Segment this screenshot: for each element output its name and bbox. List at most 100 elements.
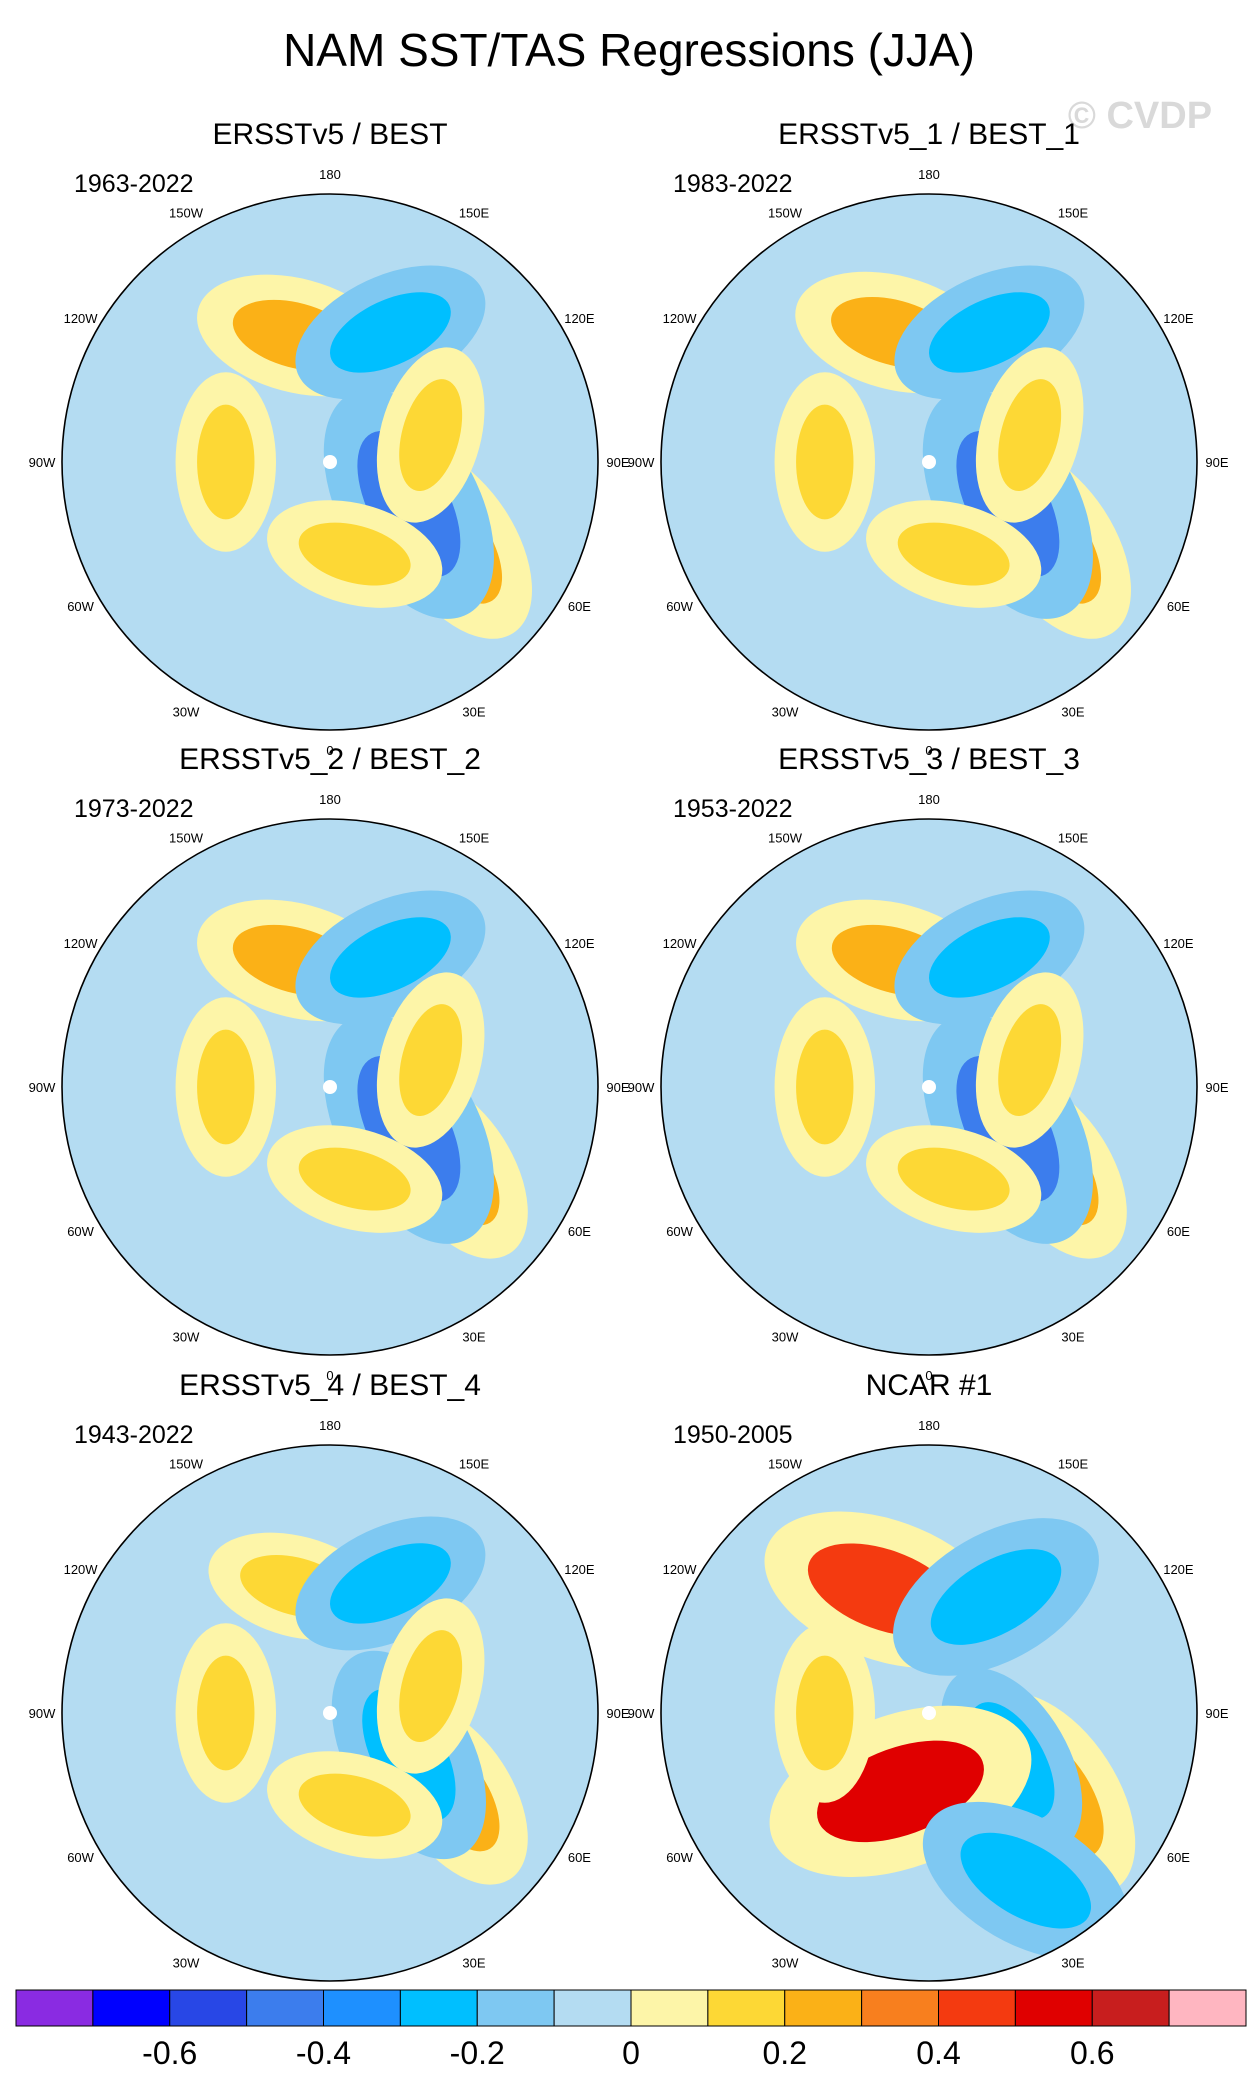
longitude-label: 120E: [564, 1562, 595, 1577]
panel-period: 1983-2022: [673, 170, 793, 198]
longitude-label: 0: [925, 743, 932, 758]
anomaly-core-north-america: [998, 1004, 1062, 1116]
longitude-label: 60E: [568, 1224, 591, 1239]
longitude-label: 90E: [606, 1706, 629, 1721]
anomaly-core-east-atlantic: [897, 522, 1010, 586]
longitude-label: 90E: [1205, 1706, 1228, 1721]
map-panel: 180 150E 120E 90E 60E 30E 0 30W 60W 90W 120W 150W ER…: [29, 743, 630, 1383]
colorbar-swatch: [861, 1989, 939, 2027]
colorbar-swatch: [15, 1989, 94, 2027]
longitude-label: 30W: [173, 704, 200, 719]
colorbar-swatch: [476, 1989, 555, 2027]
longitude-label: 150E: [459, 1457, 490, 1472]
longitude-label: 150E: [459, 831, 490, 846]
map-panel: 180 150E 120E 90E 60E 30E 0 30W 60W 90W 120W 150W NC…: [628, 1369, 1229, 2009]
anomaly-core-subtropical-atlantic: [960, 1832, 1092, 1929]
colorbar-swatch: [246, 1989, 324, 2027]
longitude-label: 150W: [768, 831, 803, 846]
longitude-label: 90E: [1205, 455, 1228, 470]
panel-period: 1953-2022: [673, 795, 793, 823]
longitude-label: 60W: [67, 1224, 94, 1239]
longitude-label: 90W: [29, 455, 56, 470]
pole-marker: [323, 1706, 337, 1720]
map-border: [61, 818, 599, 1356]
longitude-label: 150W: [169, 206, 204, 221]
anomaly-core-siberia: [796, 1655, 854, 1771]
anomaly-core-east-atlantic: [298, 1773, 411, 1837]
colorbar-swatch: [1091, 1989, 1170, 2027]
longitude-label: 30W: [772, 704, 799, 719]
anomaly-core-east-atlantic: [897, 1147, 1010, 1211]
anomaly-core-siberia: [796, 1029, 854, 1145]
pole-marker: [323, 455, 337, 469]
longitude-label: 60W: [666, 1850, 693, 1865]
map-border: [660, 193, 1198, 731]
longitude-label: 60E: [568, 1850, 591, 1865]
longitude-label: 180: [319, 792, 341, 807]
anomaly-core-north-america: [399, 1630, 463, 1742]
pole-marker: [922, 1706, 936, 1720]
map-border: [660, 1444, 1198, 1982]
anomaly-core-north-america: [399, 379, 463, 491]
anomaly-core-gulf-of-alaska: [330, 1543, 451, 1624]
longitude-label: 180: [918, 167, 940, 182]
colorbar-swatch: [1168, 1989, 1247, 2027]
panel-period: 1963-2022: [74, 170, 194, 198]
longitude-label: 120E: [1163, 311, 1194, 326]
colorbar-tick-label: 0.6: [1070, 2035, 1114, 2071]
longitude-label: 120E: [564, 311, 595, 326]
anomaly-core-gulf-of-alaska: [929, 917, 1050, 998]
longitude-label: 90E: [1205, 1080, 1228, 1095]
longitude-label: 30E: [1061, 1329, 1084, 1344]
longitude-label: 60E: [568, 599, 591, 614]
longitude-label: 30E: [1061, 704, 1084, 719]
figure-title: NAM SST/TAS Regressions (JJA): [283, 24, 975, 76]
anomaly-core-siberia: [796, 404, 854, 520]
map-border: [61, 193, 599, 731]
panel-title: ERSSTv5_1 / BEST_1: [778, 118, 1080, 151]
longitude-label: 60E: [1167, 599, 1190, 614]
map-panels: 180 150E 120E 90E 60E 30E 0 30W 60W 90W 120W 150W ER…: [29, 118, 1229, 2009]
panel-period: 1973-2022: [74, 795, 194, 823]
anomaly-core-gulf-of-alaska: [330, 292, 451, 373]
anomaly-core-north-america: [998, 379, 1062, 491]
longitude-label: 120W: [663, 1562, 698, 1577]
anomaly-core-gulf-of-alaska: [330, 917, 451, 998]
longitude-label: 150W: [768, 1457, 803, 1472]
anomaly-core-east-atlantic: [298, 522, 411, 586]
colorbar-tick-label: 0: [622, 2035, 640, 2071]
longitude-label: 150E: [1058, 206, 1089, 221]
anomaly-core-gulf-of-alaska: [929, 292, 1050, 373]
longitude-label: 30E: [462, 1329, 485, 1344]
longitude-label: 30W: [772, 1955, 799, 1970]
colorbar-swatch: [784, 1989, 863, 2027]
map-panel: 180 150E 120E 90E 60E 30E 0 30W 60W 90W 120W 150W ER…: [628, 743, 1229, 1383]
colorbar-swatch: [169, 1989, 248, 2027]
map-border: [660, 818, 1198, 1356]
map-border: [61, 1444, 599, 1982]
map-panel: 180 150E 120E 90E 60E 30E 0 30W 60W 90W 120W 150W ER…: [29, 1369, 630, 2009]
colorbar: -0.6 -0.4 -0.2 0 0.2 0.4 0.6: [15, 1989, 1247, 2071]
longitude-label: 150W: [169, 1457, 204, 1472]
anomaly-core-siberia: [197, 1029, 255, 1145]
longitude-label: 60E: [1167, 1224, 1190, 1239]
longitude-label: 150E: [1058, 831, 1089, 846]
anomaly-core-east-atlantic: [298, 1147, 411, 1211]
longitude-label: 120W: [64, 311, 99, 326]
anomaly-core-siberia: [197, 1655, 255, 1771]
colorbar-swatch: [323, 1989, 401, 2027]
longitude-label: 180: [918, 792, 940, 807]
colorbar-swatch: [92, 1989, 171, 2027]
colorbar-swatch: [630, 1989, 709, 2027]
longitude-label: 180: [918, 1418, 940, 1433]
map-panel: 180 150E 120E 90E 60E 30E 0 30W 60W 90W 120W 150W ER…: [29, 118, 630, 758]
longitude-label: 0: [326, 1368, 333, 1383]
panel-title: ERSSTv5_2 / BEST_2: [179, 743, 481, 776]
longitude-label: 90E: [606, 455, 629, 470]
longitude-label: 120W: [663, 311, 698, 326]
colorbar-swatch: [1014, 1989, 1093, 2027]
longitude-label: 90W: [628, 1706, 655, 1721]
colorbar-tick-label: -0.6: [142, 2035, 197, 2071]
longitude-label: 60E: [1167, 1850, 1190, 1865]
longitude-label: 120W: [64, 936, 99, 951]
